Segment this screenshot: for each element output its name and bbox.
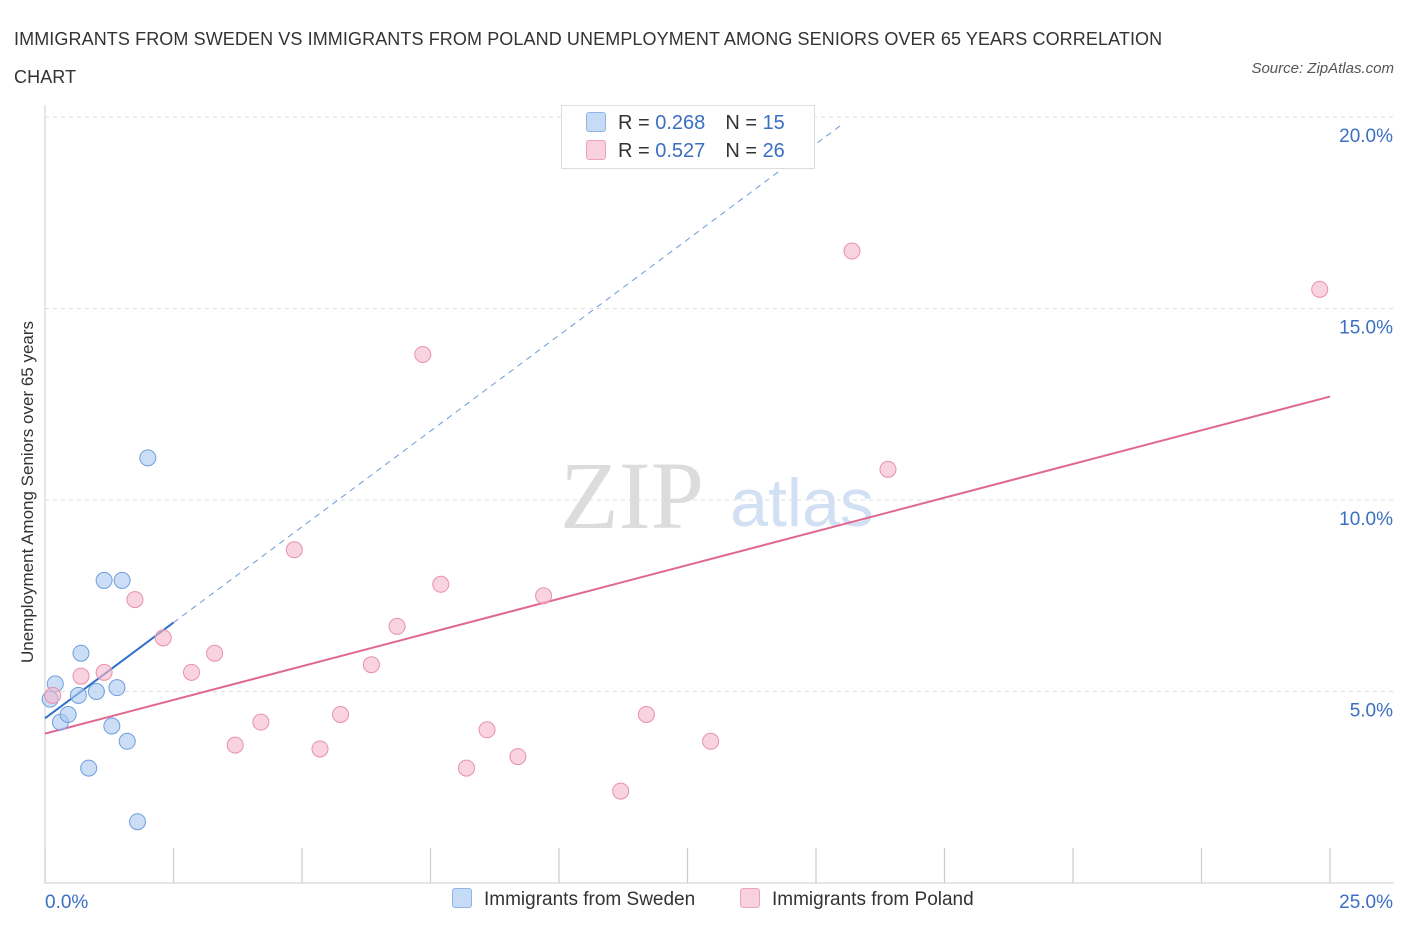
data-point-poland: [612, 782, 630, 800]
watermark-atlas: atlas: [730, 465, 874, 541]
data-point-poland: [95, 663, 113, 681]
y-tick-label: 10.0%: [1339, 509, 1393, 530]
data-point-poland: [285, 541, 303, 559]
data-point-sweden: [80, 759, 98, 777]
y-tick-label: 20.0%: [1339, 126, 1393, 147]
series-legend: Immigrants from Sweden Immigrants from P…: [0, 888, 1406, 918]
trend-line-extension-sweden: [173, 124, 842, 623]
legend-n-label: N =: [725, 112, 763, 134]
series-legend-poland[interactable]: Immigrants from Poland: [740, 888, 974, 911]
data-point-poland: [388, 617, 406, 635]
data-point-poland: [879, 460, 897, 478]
legend-row-poland: R = 0.527 N = 26: [586, 140, 785, 166]
data-point-sweden: [95, 571, 113, 589]
data-point-poland: [126, 591, 144, 609]
data-point-poland: [226, 736, 244, 754]
legend-r-value: 0.268: [655, 112, 706, 134]
data-point-poland: [414, 345, 432, 363]
legend-swatch-sweden: [586, 112, 606, 132]
watermark-zip: ZIP: [560, 442, 704, 549]
data-point-sweden: [118, 732, 136, 750]
data-point-sweden: [139, 449, 157, 467]
legend-r-label: R =: [618, 140, 656, 162]
data-point-poland: [637, 705, 655, 723]
data-point-sweden: [69, 686, 87, 704]
data-point-poland: [182, 663, 200, 681]
watermark: ZIP atlas: [560, 442, 874, 549]
data-point-sweden: [72, 644, 90, 662]
data-point-poland: [206, 644, 224, 662]
x-tick-label: 0.0%: [45, 892, 88, 913]
data-point-poland: [1311, 280, 1329, 298]
data-point-sweden: [129, 813, 147, 831]
legend-swatch-poland: [586, 140, 606, 160]
chart-title: IMMIGRANTS FROM SWEDEN VS IMMIGRANTS FRO…: [14, 29, 1163, 87]
data-point-poland: [44, 686, 62, 704]
y-tick-label: 5.0%: [1350, 701, 1393, 722]
data-point-poland: [457, 759, 475, 777]
data-point-sweden: [113, 571, 131, 589]
data-point-poland: [535, 587, 553, 605]
data-point-poland: [702, 732, 720, 750]
data-point-poland: [509, 748, 527, 766]
data-point-poland: [72, 667, 90, 685]
source-label: Source: ZipAtlas.com: [1251, 60, 1394, 77]
data-point-poland: [362, 656, 380, 674]
data-point-poland: [432, 575, 450, 593]
series-legend-sweden[interactable]: Immigrants from Sweden: [452, 888, 695, 911]
data-point-poland: [311, 740, 329, 758]
legend-n-value: 15: [762, 112, 785, 134]
legend-r-value: 0.527: [655, 140, 706, 162]
data-point-poland: [154, 629, 172, 647]
data-point-sweden: [103, 717, 121, 735]
data-point-poland: [478, 721, 496, 739]
data-point-poland: [843, 242, 861, 260]
x-tick-label: 25.0%: [1339, 892, 1393, 913]
y-tick-label: 15.0%: [1339, 318, 1393, 339]
legend-n-value: 26: [762, 140, 785, 162]
series-legend-swatch-poland: [740, 888, 760, 908]
data-point-sweden: [108, 679, 126, 697]
data-point-poland: [252, 713, 270, 731]
legend-n-label: N =: [725, 140, 763, 162]
series-legend-label-poland: Immigrants from Poland: [772, 889, 974, 910]
data-point-sweden: [87, 683, 105, 700]
legend-r-label: R =: [618, 112, 656, 134]
legend-row-sweden: R = 0.268 N = 15: [586, 112, 785, 138]
correlation-legend: R = 0.268 N = 15 R = 0.527 N = 26: [561, 105, 815, 169]
data-point-sweden: [59, 705, 77, 723]
trend-line-poland: [44, 395, 1331, 735]
series-legend-label-sweden: Immigrants from Sweden: [484, 889, 696, 910]
data-point-poland: [332, 705, 350, 723]
series-legend-swatch-sweden: [452, 888, 472, 908]
